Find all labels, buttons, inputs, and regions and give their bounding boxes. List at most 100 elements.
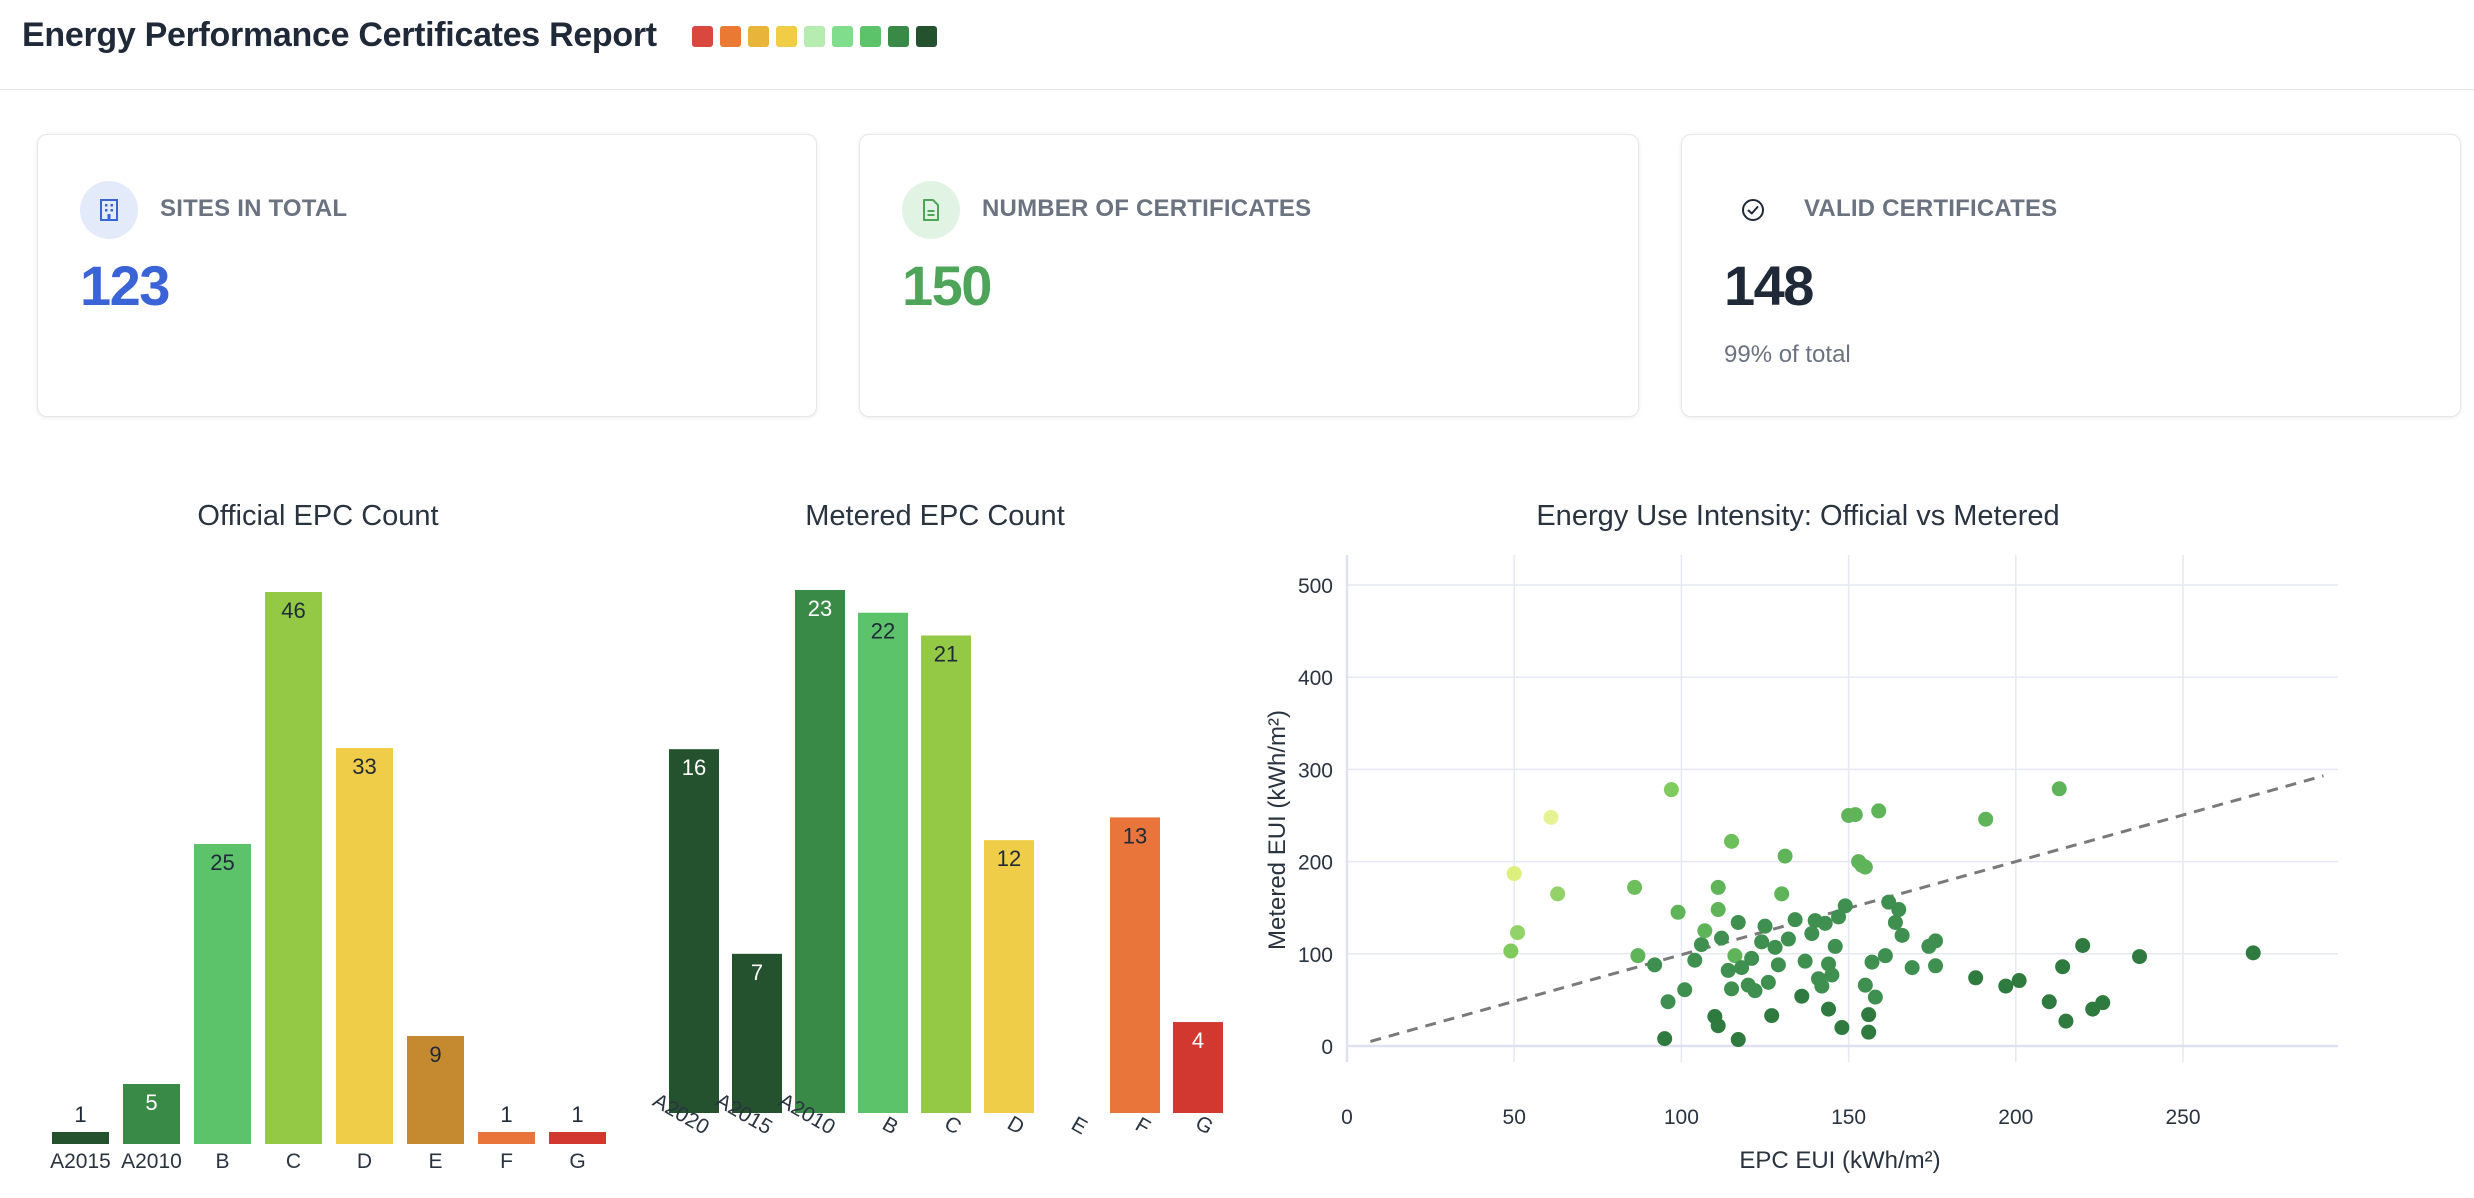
tick-label: B xyxy=(215,1150,229,1173)
tick-label: F xyxy=(500,1150,513,1173)
scatter-point xyxy=(1764,1008,1780,1024)
scatter-point xyxy=(1867,989,1883,1005)
x-axis-title: EPC EUI (kWh/m²) xyxy=(1739,1147,1940,1174)
data-label: 13 xyxy=(1123,823,1147,848)
bar-A2010 xyxy=(795,590,845,1113)
scatter-point xyxy=(1804,926,1820,942)
x-tick-label: 50 xyxy=(1503,1106,1526,1129)
bar-C xyxy=(265,592,322,1144)
y-tick-label: 400 xyxy=(1298,667,1333,690)
tick-label: C xyxy=(940,1112,965,1140)
color-swatch xyxy=(720,26,741,47)
card-subtext: 99% of total xyxy=(1724,341,1851,368)
scatter-point xyxy=(1730,1032,1746,1048)
scatter-point xyxy=(1730,914,1746,930)
data-label: 1 xyxy=(571,1102,583,1127)
tick-label: F xyxy=(1131,1113,1154,1139)
bar-B xyxy=(858,612,908,1113)
scatter-point xyxy=(1630,948,1646,964)
scatter-point xyxy=(1928,933,1944,949)
scatter-point xyxy=(2051,781,2067,797)
x-tick-label: 100 xyxy=(1664,1106,1699,1129)
scatter-point xyxy=(1857,859,1873,875)
page-title: Energy Performance Certificates Report xyxy=(22,16,657,54)
data-label: 5 xyxy=(145,1090,157,1115)
scatter-point xyxy=(1767,939,1783,955)
data-label: 4 xyxy=(1192,1028,1204,1053)
data-label: 9 xyxy=(429,1042,441,1067)
scatter-point xyxy=(1710,1018,1726,1034)
scatter-point xyxy=(1744,950,1760,966)
scatter-point xyxy=(2132,949,2148,965)
data-label: 23 xyxy=(808,596,832,621)
scatter-point xyxy=(1660,994,1676,1010)
scatter-point xyxy=(1720,962,1736,978)
scatter-point xyxy=(1814,978,1830,994)
x-tick-label: 0 xyxy=(1341,1106,1353,1129)
scatter-point xyxy=(1693,937,1709,953)
scatter-point xyxy=(1510,925,1526,941)
scatter-point xyxy=(1724,981,1740,997)
y-axis-title: Metered EUI (kWh/m²) xyxy=(1264,710,1291,950)
color-swatch xyxy=(804,26,825,47)
scatter-point xyxy=(1857,977,1873,993)
bar-G xyxy=(549,1132,606,1144)
scatter-point xyxy=(2095,995,2111,1011)
data-label: 12 xyxy=(997,846,1021,871)
report-header: Energy Performance Certificates Report xyxy=(0,0,2474,90)
tick-label: A2015 xyxy=(50,1150,111,1173)
scatter-point xyxy=(1550,886,1566,902)
scatter-point xyxy=(1904,960,1920,976)
scatter-point xyxy=(2075,938,2091,954)
data-label: 7 xyxy=(751,960,763,985)
scatter-point xyxy=(1697,923,1713,939)
tick-label: G xyxy=(569,1150,585,1173)
scatter-point xyxy=(2245,945,2261,961)
scatter-point xyxy=(1663,782,1679,798)
color-swatch xyxy=(748,26,769,47)
scatter-point xyxy=(1877,948,1893,964)
scatter-point xyxy=(1978,811,1994,827)
scatter-point xyxy=(1727,948,1743,964)
scatter-point xyxy=(1827,938,1843,954)
card-label: SITES IN TOTAL xyxy=(160,195,348,222)
tick-label: E xyxy=(428,1150,442,1173)
y-tick-label: 300 xyxy=(1298,759,1333,782)
scatter-point xyxy=(1821,1001,1837,1017)
y-tick-label: 500 xyxy=(1298,575,1333,598)
scatter-point xyxy=(1710,879,1726,895)
y-tick-label: 200 xyxy=(1298,852,1333,875)
tick-label: B xyxy=(878,1112,902,1139)
color-swatch xyxy=(692,26,713,47)
scatter-point xyxy=(1714,930,1730,946)
certificates-count-card: NUMBER OF CERTIFICATES 150 xyxy=(859,134,1639,417)
bar-B xyxy=(194,844,251,1144)
scatter-point xyxy=(1864,954,1880,970)
scatter-point xyxy=(1794,988,1810,1004)
valid-certificates-card: VALID CERTIFICATES 148 99% of total xyxy=(1681,134,2461,417)
card-label: NUMBER OF CERTIFICATES xyxy=(982,195,1312,222)
scatter-point xyxy=(1894,927,1910,943)
scatter-point xyxy=(1834,1020,1850,1036)
data-label: 33 xyxy=(352,754,376,779)
data-label: 22 xyxy=(871,619,895,644)
scatter-point xyxy=(2011,973,2027,989)
scatter-point xyxy=(1968,970,1984,986)
scatter-point xyxy=(1724,833,1740,849)
card-value: 148 xyxy=(1724,254,1814,317)
scatter-point xyxy=(1503,943,1519,959)
bar-A2010 xyxy=(123,1084,180,1144)
tick-label: D xyxy=(357,1150,372,1173)
scatter-point xyxy=(1777,848,1793,864)
bar-G xyxy=(1173,1022,1223,1113)
color-swatch xyxy=(888,26,909,47)
document-icon xyxy=(902,181,960,239)
scatter-point xyxy=(1670,904,1686,920)
scatter-point xyxy=(1770,957,1786,973)
card-value: 123 xyxy=(80,254,170,317)
scatter-point xyxy=(1506,866,1522,882)
scatter-point xyxy=(1754,934,1770,950)
x-tick-label: 200 xyxy=(1998,1106,2033,1129)
bar-A2020 xyxy=(669,749,719,1113)
